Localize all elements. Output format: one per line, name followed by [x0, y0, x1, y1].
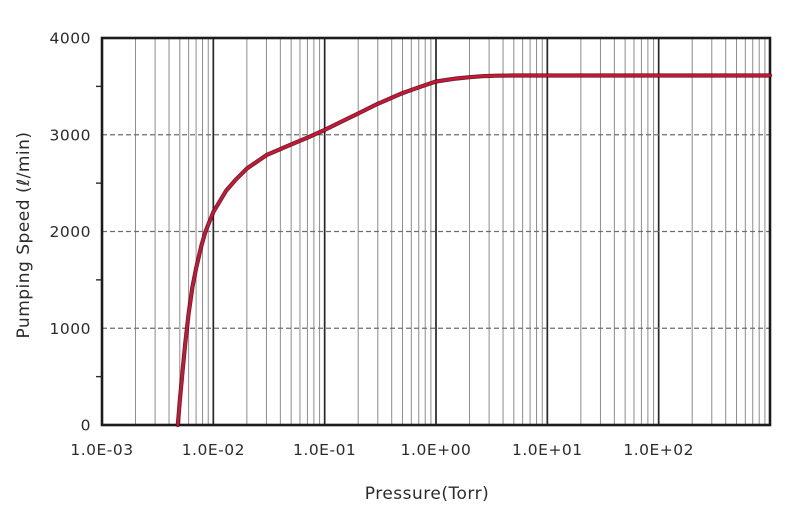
x-tick-label: 1.0E-01 — [293, 441, 356, 459]
x-tick-label: 1.0E-03 — [70, 441, 133, 459]
y-axis-title: Pumping Speed (ℓ/min) — [14, 131, 34, 339]
x-tick-label: 1.0E+02 — [623, 441, 694, 459]
y-tick-label: 2000 — [50, 223, 91, 241]
y-tick-label: 3000 — [50, 126, 91, 144]
x-tick-label: 1.0E+01 — [512, 441, 583, 459]
x-axis-title: Pressure(Torr) — [364, 484, 490, 504]
x-tick-label: 1.0E-02 — [182, 441, 245, 459]
y-tick-label: 1000 — [50, 320, 91, 338]
x-tick-label: 1.0E+00 — [401, 441, 472, 459]
pumping-speed-curve — [176, 74, 772, 427]
y-tick-label: 4000 — [50, 30, 91, 48]
plot-frame — [100, 36, 772, 427]
y-tick-label: 0 — [81, 417, 91, 435]
